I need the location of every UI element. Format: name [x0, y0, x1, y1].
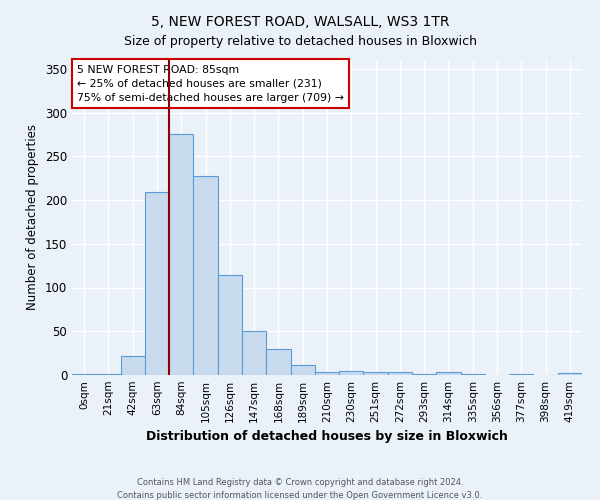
Bar [242, 331, 266, 375]
Bar [218, 275, 242, 375]
Bar [145, 192, 169, 375]
Bar [266, 349, 290, 375]
Bar [315, 372, 339, 375]
Text: 5, NEW FOREST ROAD, WALSALL, WS3 1TR: 5, NEW FOREST ROAD, WALSALL, WS3 1TR [151, 15, 449, 29]
Bar [72, 374, 96, 375]
Bar [121, 356, 145, 375]
Bar [412, 374, 436, 375]
X-axis label: Distribution of detached houses by size in Bloxwich: Distribution of detached houses by size … [146, 430, 508, 444]
Bar [339, 370, 364, 375]
Text: Contains HM Land Registry data © Crown copyright and database right 2024.
Contai: Contains HM Land Registry data © Crown c… [118, 478, 482, 500]
Bar [509, 374, 533, 375]
Bar [461, 374, 485, 375]
Bar [364, 372, 388, 375]
Bar [169, 134, 193, 375]
Bar [290, 366, 315, 375]
Bar [388, 372, 412, 375]
Bar [193, 176, 218, 375]
Y-axis label: Number of detached properties: Number of detached properties [26, 124, 40, 310]
Bar [96, 374, 121, 375]
Text: 5 NEW FOREST ROAD: 85sqm
← 25% of detached houses are smaller (231)
75% of semi-: 5 NEW FOREST ROAD: 85sqm ← 25% of detach… [77, 64, 344, 102]
Bar [436, 372, 461, 375]
Bar [558, 373, 582, 375]
Text: Size of property relative to detached houses in Bloxwich: Size of property relative to detached ho… [124, 35, 476, 48]
